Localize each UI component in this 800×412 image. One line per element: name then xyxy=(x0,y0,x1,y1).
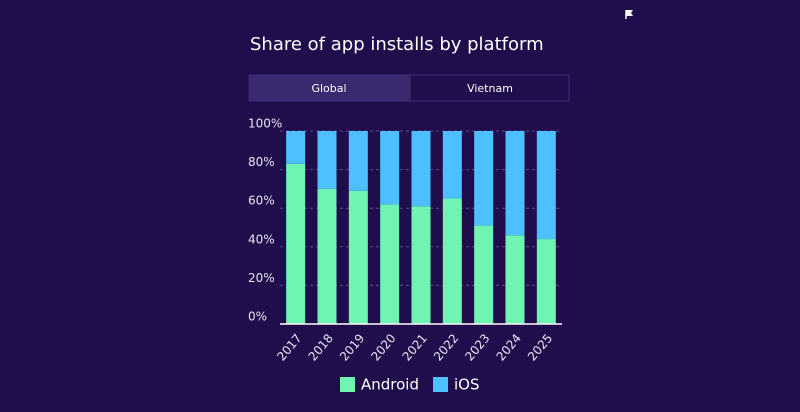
y-tick-label: 80% xyxy=(248,155,275,169)
bar-segment xyxy=(286,131,306,164)
bar-segment xyxy=(411,131,431,207)
bar-segment xyxy=(442,131,462,199)
bar-segment xyxy=(286,163,306,324)
tab-global[interactable] xyxy=(249,75,410,101)
bar-segment xyxy=(505,235,525,324)
flag-icon[interactable] xyxy=(625,10,633,19)
bar-segment xyxy=(317,131,337,189)
bar-segment xyxy=(442,198,462,324)
bar-segment xyxy=(474,131,494,226)
bar-segment xyxy=(505,131,525,236)
tab-label[interactable]: Global xyxy=(311,82,346,95)
chart-title: Share of app installs by platform xyxy=(250,34,544,55)
bar-segment xyxy=(380,131,400,205)
bar-segment xyxy=(348,131,368,191)
tab-label[interactable]: Vietnam xyxy=(467,82,513,95)
y-tick-label: 40% xyxy=(248,232,275,246)
tab-vietnam[interactable] xyxy=(409,74,570,102)
bar-segment xyxy=(317,188,337,324)
bar-segment xyxy=(536,131,556,240)
y-tick-label: 100% xyxy=(248,117,282,131)
bar-segment xyxy=(348,190,368,324)
y-tick-label: 60% xyxy=(248,194,275,208)
legend-label: iOS xyxy=(454,376,480,394)
legend-label: Android xyxy=(361,376,419,394)
legend-swatch xyxy=(433,377,448,392)
bar-segment xyxy=(411,206,431,324)
y-tick-label: 20% xyxy=(248,271,275,285)
y-tick-label: 0% xyxy=(248,310,267,324)
bar-segment xyxy=(380,204,400,324)
legend-swatch xyxy=(340,377,355,392)
bar-segment xyxy=(536,239,556,324)
bar-segment xyxy=(474,225,494,324)
